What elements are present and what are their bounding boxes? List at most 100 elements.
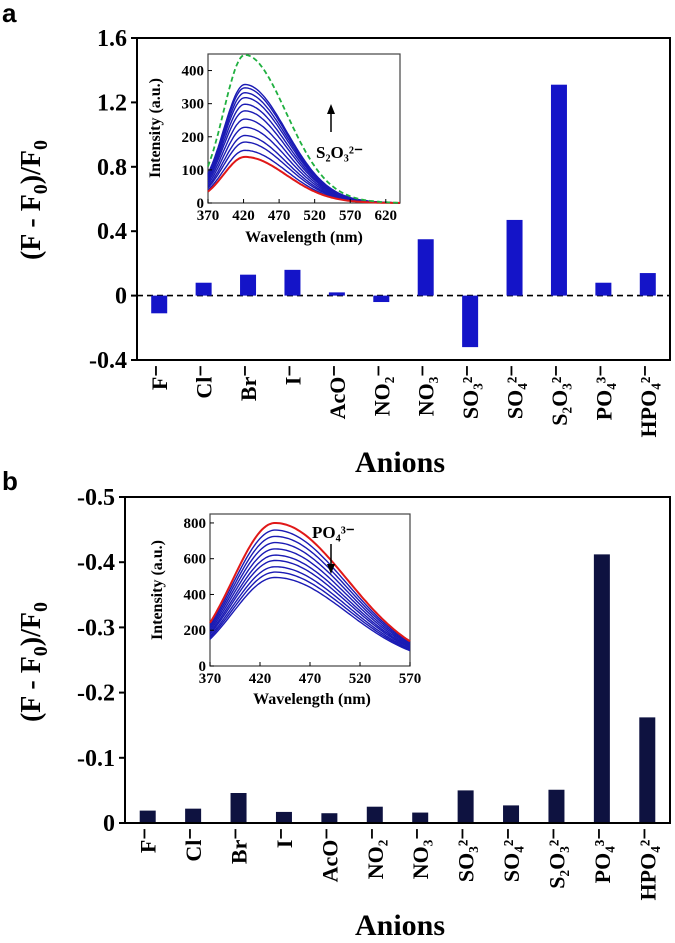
spectrum-curve-initial	[207, 155, 401, 204]
category-label: SO₃²⁻	[454, 828, 479, 882]
panel-b-inset: 370 420 470 520 570 0 200 400 600 800 Wavelength …	[149, 513, 422, 708]
bar	[321, 813, 338, 823]
category-label: HPO₄²⁻	[636, 365, 661, 437]
y-tick-label: 1.2	[97, 90, 127, 116]
panel-a-bars	[137, 84, 670, 348]
panel-b-plot-frame	[124, 496, 671, 824]
category-label: I⁻	[280, 365, 305, 385]
y-tick-label: 0	[115, 284, 127, 310]
bar	[151, 295, 168, 314]
inset-y-tick-label: 100	[182, 163, 205, 179]
inset-x-tick-label: 470	[299, 671, 322, 687]
category-label: Br⁻	[236, 365, 261, 401]
spectrum-curve	[209, 576, 411, 652]
spectrum-curve-initial	[209, 522, 411, 643]
spectrum-curve-final	[207, 53, 401, 204]
panel-b-y-axis-label: (F - F0)/F0	[16, 602, 52, 722]
spectrum-curve	[209, 559, 411, 649]
category-label: Cl⁻	[181, 828, 206, 862]
category-label: SO₄²⁻	[499, 828, 524, 882]
inset-y-tick-label: 0	[197, 196, 205, 212]
y-tick-label: -0.1	[77, 746, 115, 772]
spectrum-curve	[209, 535, 411, 645]
panel-b: b (F - F0)/F0 Anions 0 -0.1 -0.2 -0.3 -0.4 -0…	[2, 466, 671, 942]
inset-y-tick-label: 800	[184, 516, 207, 532]
panel-a-letter: a	[2, 0, 17, 28]
panel-b-bars	[139, 554, 656, 823]
spectrum-curve	[209, 554, 411, 648]
bar	[185, 808, 202, 823]
inset-x-tick-label: 370	[199, 671, 222, 687]
bar	[548, 789, 565, 823]
category-label: F⁻	[147, 365, 172, 390]
inset-y-tick-label: 200	[184, 623, 207, 639]
inset-x-tick-label: 520	[349, 671, 372, 687]
inset-x-tick-label: 620	[375, 208, 398, 224]
inset-x-tick-label: 570	[339, 208, 362, 224]
bar	[550, 84, 567, 296]
panel-b-inset-arrow-head	[327, 564, 335, 574]
spectrum-curve	[209, 541, 411, 646]
panel-a-category-labels: F⁻ Cl⁻ Br⁻ I⁻ AcO⁻ NO₂⁻ NO₃⁻ SO₃²⁻ SO₄²⁻ S₂O₃²⁻ PO…	[147, 365, 661, 437]
inset-y-tick-label: 300	[182, 97, 205, 113]
inset-y-tick-label: 600	[184, 552, 207, 568]
inset-x-tick-label: 420	[232, 208, 255, 224]
spectrum-curve	[209, 548, 411, 647]
category-label: F⁻	[136, 828, 161, 853]
category-label: HPO₄²⁻	[635, 828, 660, 900]
bar	[230, 793, 247, 823]
inset-y-tick-label: 400	[182, 64, 205, 80]
y-tick-label: -0.2	[77, 681, 115, 707]
panel-a-inset-curves	[207, 53, 401, 204]
panel-b-y-ticks: 0 -0.1 -0.2 -0.3 -0.4 -0.5	[77, 485, 125, 837]
panel-a-inset-ticks: 370 420 470 520 570 620 0 100 200 300 400	[182, 64, 398, 224]
y-tick-label: -0.3	[77, 615, 115, 641]
panel-b-x-axis-label: Anions	[355, 909, 445, 942]
spectrum-curve	[207, 83, 400, 204]
category-label: NO₂⁻	[369, 365, 394, 416]
bar	[503, 805, 520, 823]
category-label: AcO⁻	[317, 828, 342, 882]
inset-x-tick-label: 520	[303, 208, 326, 224]
inset-x-tick-label: 370	[197, 208, 220, 224]
panel-a: a (F - F0)/F0 Anions -0.4 0 0.4 0.8 1.2 1.6 F…	[2, 0, 671, 479]
panel-a-y-axis-label: (F - F0)/F0	[16, 140, 52, 260]
y-tick-label: 0.8	[97, 155, 127, 181]
category-label: Br⁻	[227, 828, 252, 864]
bar	[595, 282, 612, 296]
panel-a-inset-arrow-head	[327, 104, 335, 114]
category-label: AcO⁻	[325, 365, 350, 419]
category-label: PO₄³⁻	[591, 365, 616, 420]
category-label: S₂O₃²⁻	[544, 828, 569, 889]
y-tick-label: -0.4	[77, 550, 115, 576]
panel-a-x-axis-label: Anions	[355, 446, 445, 479]
bar	[639, 717, 656, 823]
panel-a-inset-y-label: Intensity (a.u.)	[147, 78, 164, 178]
panel-a-plot-frame	[136, 37, 671, 361]
panel-b-inset-curves	[209, 522, 411, 652]
y-tick-label: -0.4	[89, 348, 127, 374]
bar	[506, 219, 523, 296]
category-label: Cl⁻	[192, 365, 217, 399]
inset-x-tick-label: 570	[399, 671, 422, 687]
panel-a-inset-annotation: S₂O₃²⁻	[316, 143, 363, 162]
y-tick-label: 0	[103, 811, 115, 837]
category-label: PO₄³⁻	[590, 828, 615, 883]
category-label: NO₃⁻	[414, 365, 439, 416]
inset-y-tick-label: 200	[182, 130, 205, 146]
category-label: SO₃²⁻	[458, 365, 483, 419]
bar	[366, 806, 383, 823]
bar	[139, 810, 156, 823]
inset-y-tick-label: 400	[184, 587, 207, 603]
panel-b-category-labels: F⁻ Cl⁻ Br⁻ I⁻ AcO⁻ NO₂⁻ NO₃⁻ SO₃²⁻ SO₄²⁻ S₂O₃²⁻ PO…	[136, 828, 661, 900]
category-label: S₂O₃²⁻	[547, 365, 572, 426]
category-label: SO₄²⁻	[503, 365, 528, 419]
panel-b-letter: b	[2, 466, 18, 496]
bar	[417, 239, 434, 296]
panel-b-inset-ticks: 370 420 470 520 570 0 200 400 600 800	[184, 516, 422, 687]
bar	[593, 554, 610, 823]
bar	[639, 273, 656, 296]
panel-a-inset: 370 420 470 520 570 620 0 100 200 300 400 Waveleng…	[147, 53, 401, 246]
bar	[275, 811, 292, 823]
